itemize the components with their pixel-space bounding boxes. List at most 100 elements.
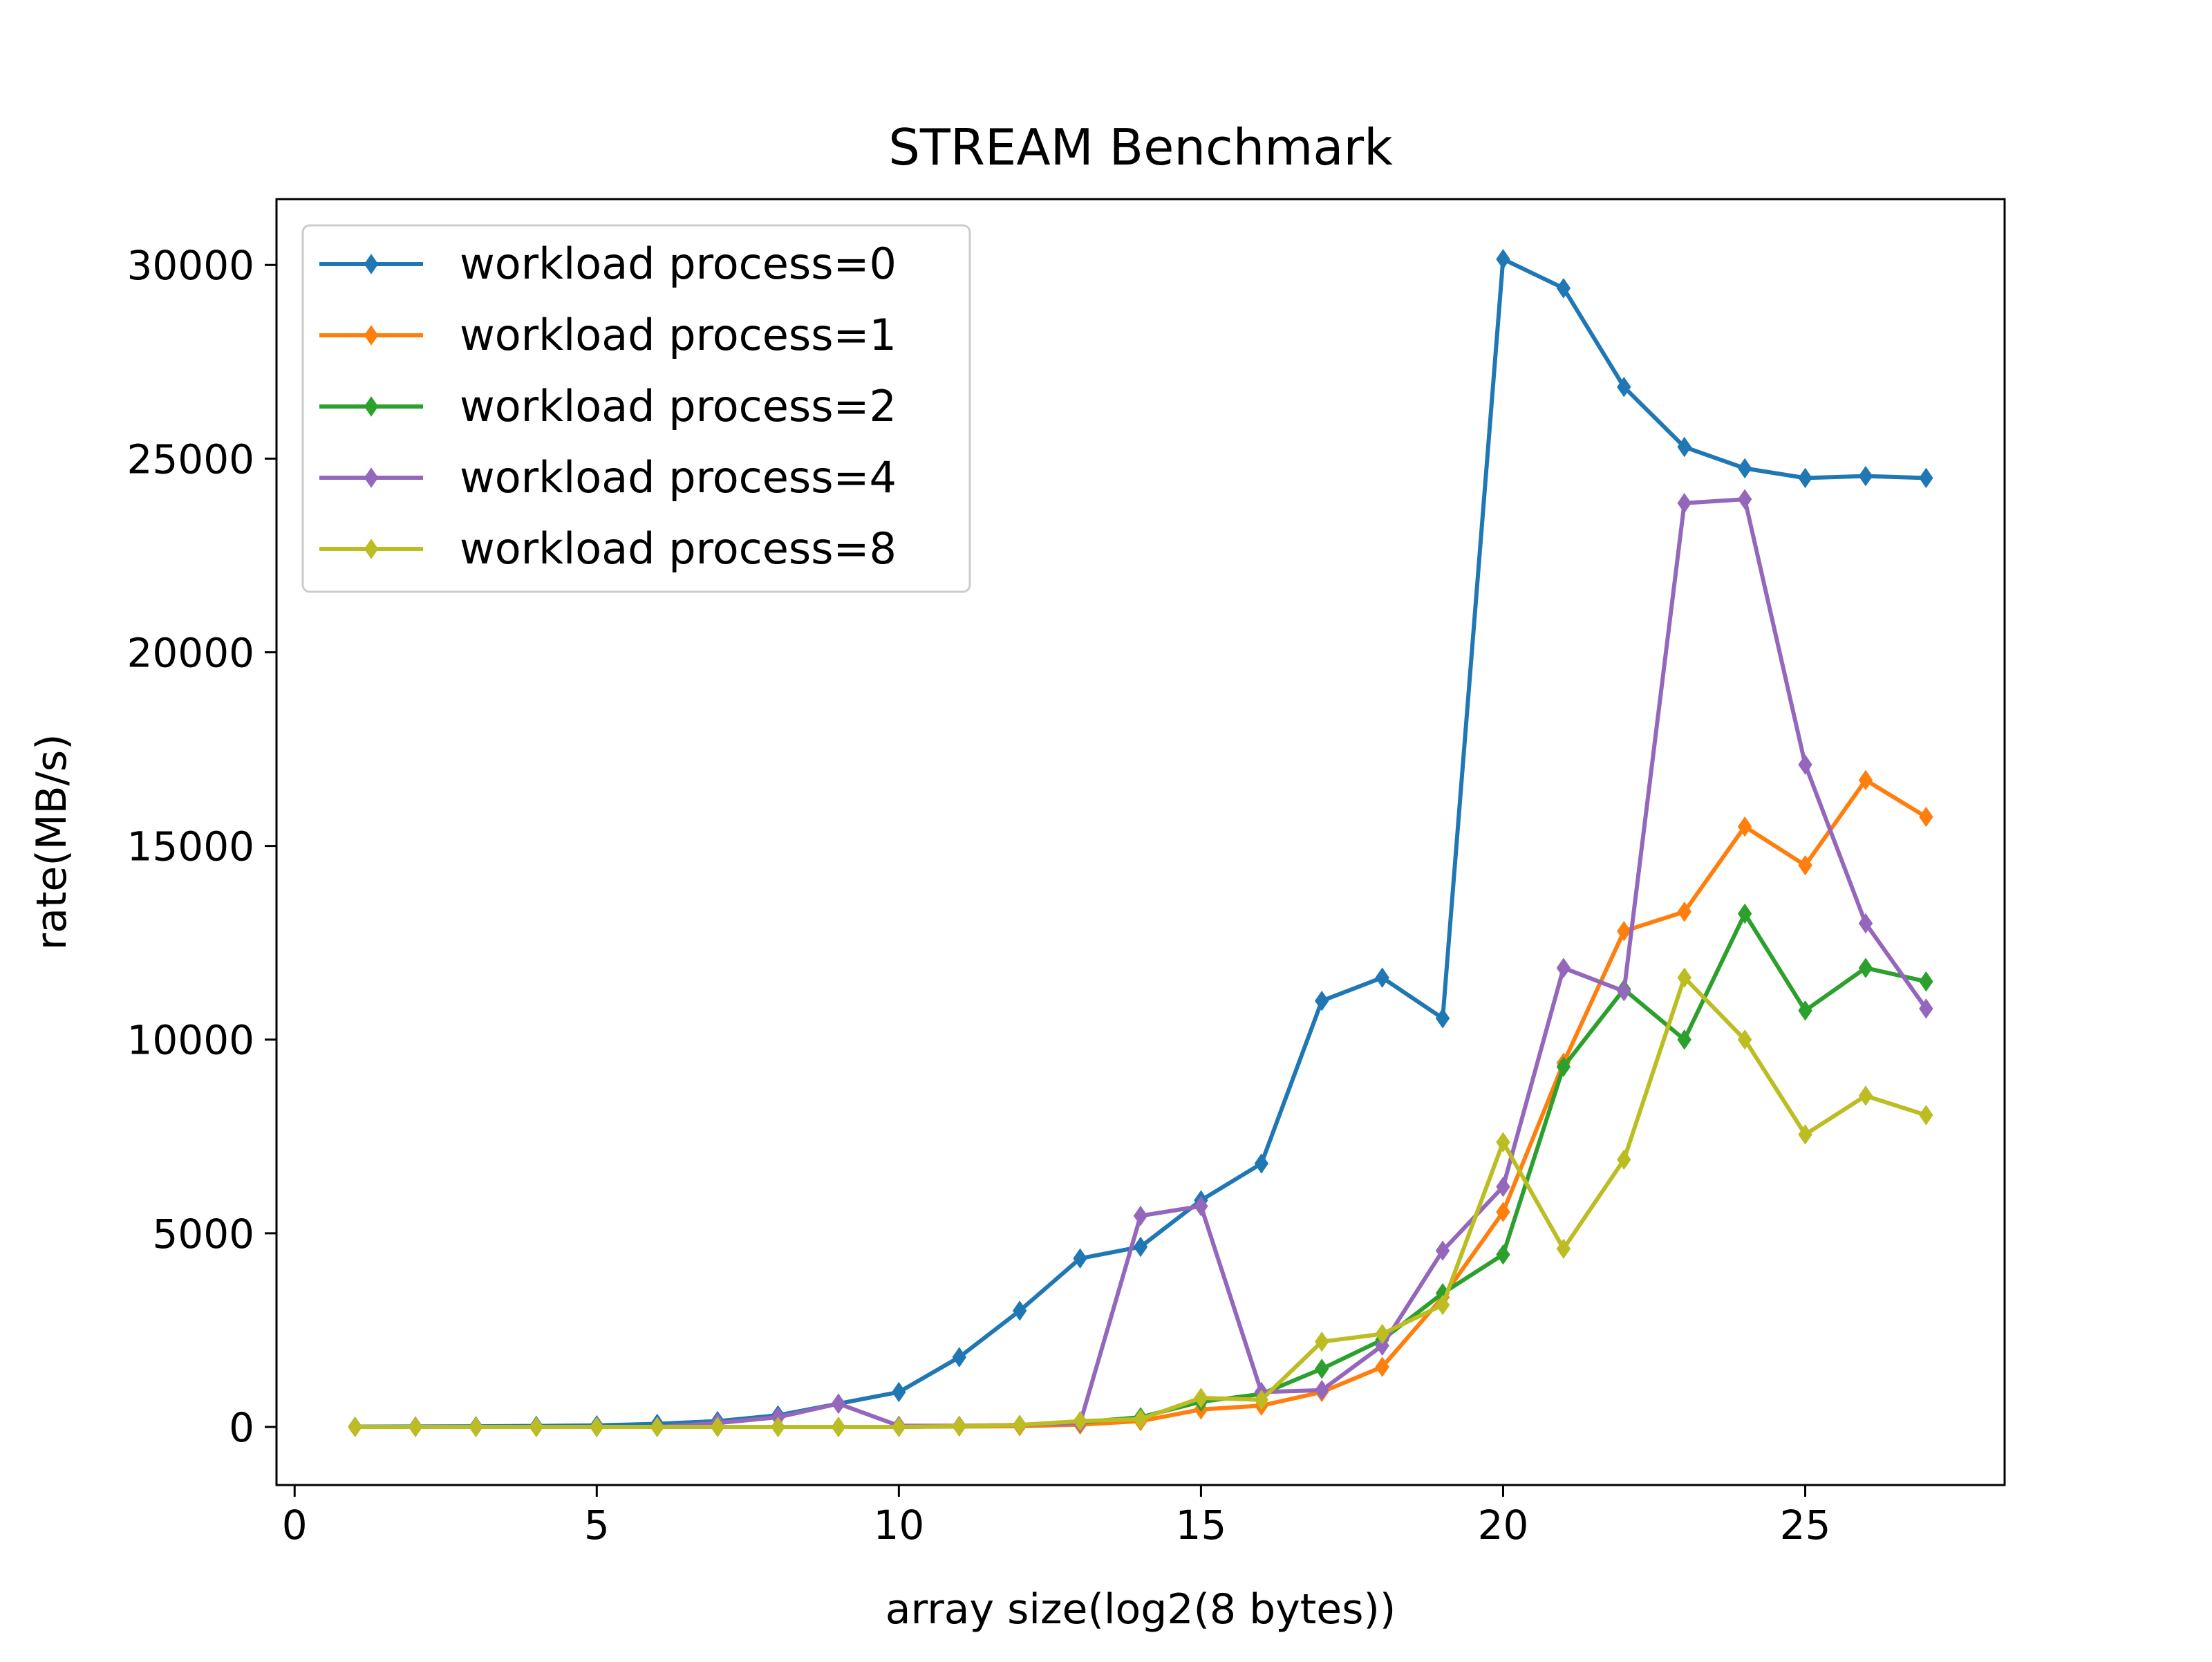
- data-point: [1556, 1056, 1571, 1077]
- data-point: [1858, 769, 1873, 791]
- data-point: [1012, 1300, 1027, 1321]
- data-point: [364, 539, 379, 559]
- data-point: [1073, 1248, 1087, 1269]
- data-point: [1556, 958, 1571, 978]
- y-tick-label: 30000: [126, 242, 254, 289]
- y-tick-label: 20000: [126, 629, 254, 676]
- data-point: [1375, 1335, 1389, 1356]
- legend: workload process=0 workload process=1 work…: [301, 224, 971, 593]
- legend-frame: [301, 224, 971, 593]
- series-layer: [348, 249, 1933, 1437]
- data-point: [1858, 465, 1873, 487]
- legend-entry: workload process=4: [319, 452, 897, 503]
- data-point: [1133, 1205, 1148, 1226]
- data-point: [1677, 1029, 1691, 1050]
- legend-label: workload process=2: [460, 381, 897, 431]
- data-point: [1737, 903, 1752, 924]
- data-point: [1677, 436, 1691, 458]
- data-point: [1496, 1132, 1510, 1152]
- y-tick-label: 25000: [126, 436, 254, 483]
- data-point: [1737, 458, 1752, 479]
- data-point: [1073, 1410, 1087, 1432]
- y-axis-ticks: 0 5000 10000 15000 20000 25000 30000: [126, 242, 276, 1451]
- data-point: [1435, 1240, 1450, 1261]
- legend-entry: workload process=0: [319, 239, 897, 289]
- data-point: [1919, 998, 1933, 1019]
- data-point: [1133, 1409, 1148, 1430]
- x-tick-label: 15: [1176, 1502, 1227, 1549]
- x-axis-ticks: 0 5 10 15 20 25: [282, 1485, 1830, 1549]
- y-axis-label: rate(MB/s): [28, 734, 76, 950]
- data-point: [1617, 921, 1631, 942]
- data-point: [1798, 1000, 1812, 1021]
- legend-label: workload process=4: [460, 452, 897, 503]
- data-point: [831, 1393, 846, 1414]
- data-point: [1858, 1085, 1873, 1106]
- data-point: [831, 1417, 846, 1437]
- data-point: [1194, 1195, 1208, 1217]
- data-point: [590, 1417, 604, 1437]
- data-point: [529, 1417, 544, 1437]
- data-point: [1375, 1356, 1389, 1377]
- x-axis-label: array size(log2(8 bytes)): [885, 1585, 1396, 1634]
- data-point: [710, 1417, 725, 1437]
- data-point: [1919, 971, 1933, 992]
- data-point: [1194, 1388, 1208, 1408]
- data-point: [1798, 855, 1812, 876]
- plot-area-frame: [275, 198, 2006, 1486]
- data-point: [1556, 278, 1571, 299]
- data-point: [1798, 754, 1812, 775]
- data-point: [1677, 902, 1691, 922]
- data-point: [1435, 1008, 1450, 1029]
- data-point: [1254, 1389, 1269, 1410]
- chart-title: STREAM Benchmark: [888, 118, 1393, 176]
- y-tick-label: 15000: [126, 823, 254, 870]
- data-point: [1133, 1236, 1148, 1258]
- data-point: [1496, 1176, 1510, 1197]
- data-point: [364, 325, 379, 346]
- data-point: [1858, 958, 1873, 978]
- data-point: [1919, 806, 1933, 828]
- legend-entry: workload process=8: [319, 523, 897, 574]
- data-point: [1556, 1238, 1571, 1260]
- data-point: [892, 1417, 906, 1437]
- data-point: [364, 396, 379, 417]
- legend-label: workload process=8: [460, 523, 897, 574]
- x-tick-label: 5: [584, 1502, 610, 1549]
- x-tick-label: 0: [282, 1502, 308, 1549]
- data-point: [1737, 816, 1752, 837]
- data-point: [1315, 1379, 1329, 1401]
- data-point: [952, 1416, 966, 1437]
- data-point: [1737, 489, 1752, 510]
- y-tick-label: 10000: [126, 1017, 254, 1064]
- x-tick-label: 20: [1478, 1502, 1529, 1549]
- data-point: [469, 1417, 483, 1437]
- data-point: [771, 1417, 785, 1437]
- data-point: [1798, 1124, 1812, 1145]
- legend-entry: workload process=1: [319, 310, 897, 360]
- data-point: [1315, 1331, 1329, 1352]
- data-point: [1375, 967, 1389, 988]
- data-point: [1858, 913, 1873, 934]
- legend-entries: workload process=0 workload process=1 work…: [319, 239, 897, 574]
- data-point: [1617, 980, 1631, 1002]
- data-point: [364, 254, 379, 274]
- data-point: [1496, 249, 1510, 270]
- data-point: [952, 1347, 966, 1367]
- data-point: [650, 1417, 664, 1437]
- data-point: [1435, 1294, 1450, 1316]
- data-point: [1798, 467, 1812, 489]
- data-point: [364, 467, 379, 488]
- data-point: [1496, 1244, 1510, 1265]
- data-point: [1375, 1323, 1389, 1345]
- data-point: [1677, 967, 1691, 988]
- legend-entry: workload process=2: [319, 381, 897, 431]
- data-point: [892, 1381, 906, 1403]
- data-point: [1617, 376, 1631, 398]
- y-tick-label: 0: [229, 1404, 254, 1451]
- data-point: [1737, 1029, 1752, 1050]
- data-point: [1919, 1105, 1933, 1126]
- data-point: [1012, 1414, 1027, 1435]
- x-tick-label: 10: [873, 1502, 924, 1549]
